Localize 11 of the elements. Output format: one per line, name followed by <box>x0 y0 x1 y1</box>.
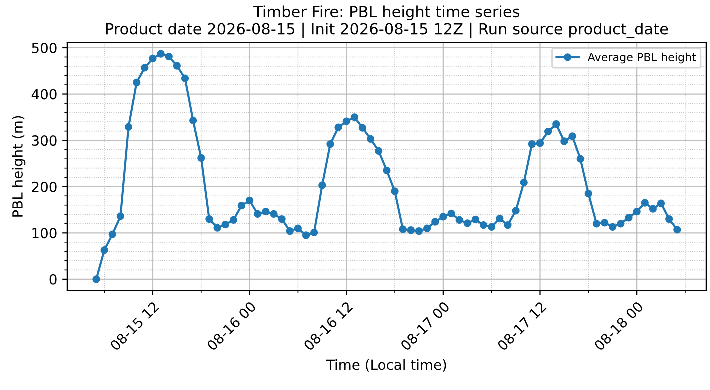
y-tick-label: 400 <box>32 89 57 100</box>
y-axis-title: PBL height (m) <box>12 116 26 217</box>
chart-title: Timber Fire: PBL height time series <box>254 6 520 21</box>
y-tick-label: 200 <box>32 182 57 192</box>
y-tick-label: 0 <box>50 274 57 285</box>
y-tick-label: 500 <box>32 42 57 54</box>
legend-label: Average PBL height <box>588 52 696 64</box>
y-tick-label: 300 <box>32 136 57 146</box>
x-axis-title: Time (Local time) <box>326 359 446 372</box>
y-tick-label: 100 <box>32 228 57 239</box>
chart-subtitle: Product date 2026-08-15 | Init 2026-08-15 12Z | Run source product_date <box>106 22 668 38</box>
